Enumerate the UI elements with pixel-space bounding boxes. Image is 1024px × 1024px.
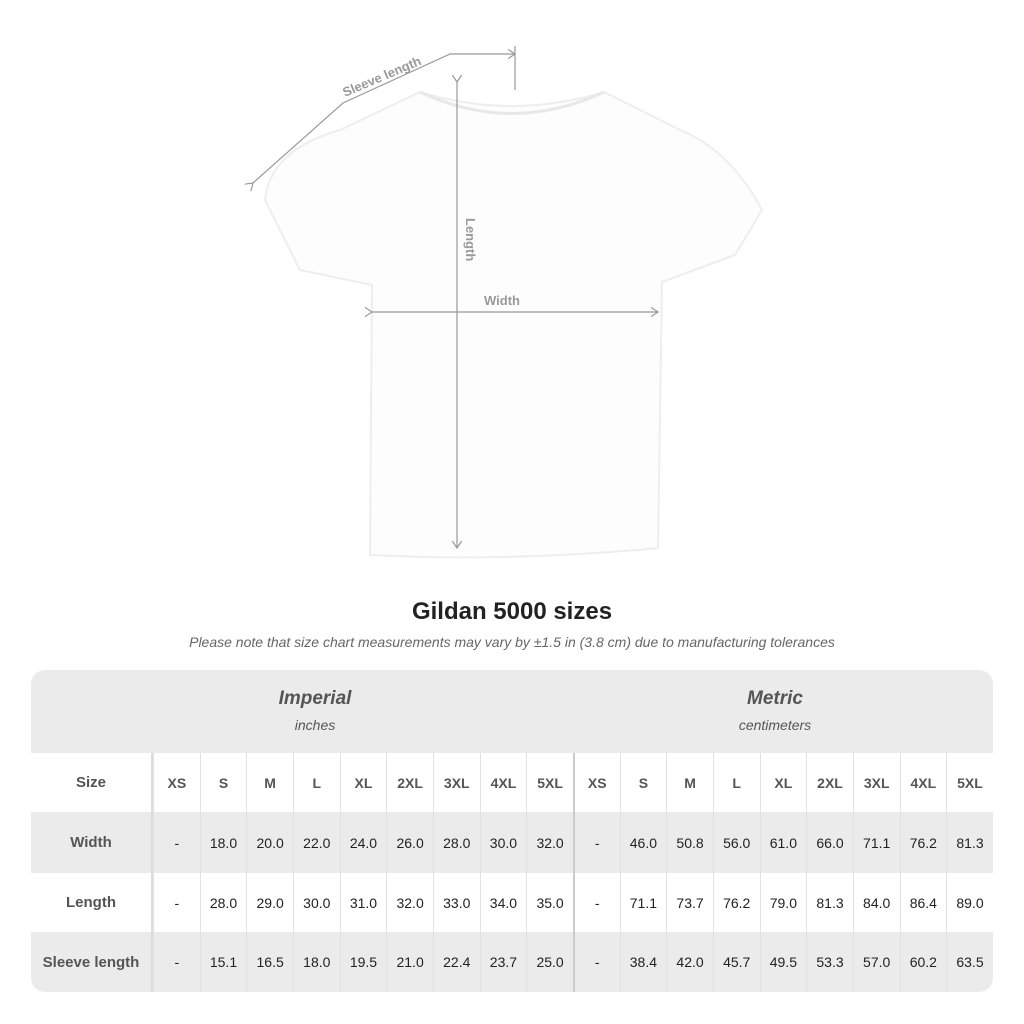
table-cell: 16.5 bbox=[246, 932, 293, 992]
table-cell: 56.0 bbox=[712, 812, 760, 873]
table-cell: 26.0 bbox=[386, 812, 433, 873]
table-cell: 2XL bbox=[806, 753, 853, 812]
table-cell: L bbox=[292, 753, 340, 812]
table-cell: 33.0 bbox=[432, 873, 480, 932]
table-cell: - bbox=[153, 932, 200, 992]
tshirt-diagram: Sleeve length Length Width bbox=[0, 46, 764, 559]
table-cell: 29.0 bbox=[246, 873, 293, 932]
table-cell: 89.0 bbox=[946, 873, 993, 932]
width-label: Width bbox=[484, 293, 520, 308]
table-cell: 73.7 bbox=[666, 873, 713, 932]
page-title: Gildan 5000 sizes bbox=[411, 598, 613, 625]
table-cell: 32.0 bbox=[386, 873, 433, 932]
table-cell: S bbox=[619, 753, 667, 812]
row-label: Sleeve length bbox=[31, 932, 153, 992]
unit-header: Imperial inches Metric centimeters bbox=[31, 670, 993, 753]
table-row: Width -18.0 20.0 22.0 24.0 26.0 28.0 30.0 32.0-4… bbox=[31, 812, 993, 873]
table-cell: 38.4 bbox=[619, 932, 667, 992]
table-cell: 81.3 bbox=[806, 873, 853, 932]
table-cell: 86.4 bbox=[899, 873, 947, 932]
table-cell: 21.0 bbox=[386, 932, 433, 992]
table-cell: 4XL bbox=[899, 753, 947, 812]
row-label: Width bbox=[31, 812, 153, 873]
table-cell: 84.0 bbox=[852, 873, 900, 932]
table-cell: 45.7 bbox=[712, 932, 760, 992]
table-cell: XS bbox=[153, 753, 200, 812]
table-cell: XL bbox=[759, 753, 807, 812]
table-cell: 3XL bbox=[432, 753, 480, 812]
table-cell: 35.0 bbox=[526, 873, 573, 932]
table-cell: M bbox=[246, 753, 293, 812]
table-cell: 49.5 bbox=[759, 932, 807, 992]
table-cell: 18.0 bbox=[292, 932, 340, 992]
table-cell: 63.5 bbox=[946, 932, 993, 992]
row-label: Size bbox=[31, 753, 153, 812]
table-cell: - bbox=[153, 873, 200, 932]
table-cell: - bbox=[572, 873, 620, 932]
table-cell: 42.0 bbox=[666, 932, 713, 992]
table-cell: 18.0 bbox=[199, 812, 247, 873]
metric-unit: centimeters bbox=[738, 717, 812, 733]
table-cell: 46.0 bbox=[619, 812, 667, 873]
tolerance-note: Please note that size chart measurements… bbox=[189, 634, 835, 650]
table-row: Sleeve length -15.1 16.5 18.0 19.5 21.0 22.4 23… bbox=[31, 932, 993, 992]
table-cell: 20.0 bbox=[246, 812, 293, 873]
table-cell: 23.7 bbox=[479, 932, 527, 992]
table-cell: 60.2 bbox=[899, 932, 947, 992]
imperial-heading: Imperial bbox=[278, 688, 352, 709]
sleeve-length-label: Sleeve length bbox=[340, 53, 423, 100]
table-cell: 25.0 bbox=[526, 932, 573, 992]
table-cell: - bbox=[572, 932, 620, 992]
table-cell: 61.0 bbox=[759, 812, 807, 873]
table-cell: 32.0 bbox=[526, 812, 573, 873]
table-cell: 28.0 bbox=[432, 812, 480, 873]
table-cell: 79.0 bbox=[759, 873, 807, 932]
metric-heading: Metric bbox=[747, 688, 803, 709]
table-cell: 50.8 bbox=[666, 812, 713, 873]
table-cell: 76.2 bbox=[899, 812, 947, 873]
table-cell: S bbox=[199, 753, 247, 812]
table-cell: 34.0 bbox=[479, 873, 527, 932]
table-cell: 66.0 bbox=[806, 812, 853, 873]
table-cell: 4XL bbox=[479, 753, 527, 812]
table-cell: - bbox=[572, 812, 620, 873]
table-cell: 81.3 bbox=[946, 812, 993, 873]
table-cell: XL bbox=[339, 753, 387, 812]
table-cell: 2XL bbox=[386, 753, 433, 812]
table-cell: 3XL bbox=[852, 753, 900, 812]
table-cell: 76.2 bbox=[712, 873, 760, 932]
table-cell: 15.1 bbox=[199, 932, 247, 992]
table-cell: 22.0 bbox=[292, 812, 340, 873]
table-cell: 30.0 bbox=[479, 812, 527, 873]
table-cell: L bbox=[712, 753, 760, 812]
table-row: Length -28.0 29.0 30.0 31.0 32.0 33.0 34.0 35.0-… bbox=[31, 873, 993, 932]
table-cell: 31.0 bbox=[339, 873, 387, 932]
table-cell: 57.0 bbox=[852, 932, 900, 992]
imperial-unit: inches bbox=[294, 717, 336, 733]
size-header-row: Size XS S M L XL 2XL 3XL 4XL 5XL XS S M L XL 2XL 3XL 4XL 5… bbox=[31, 753, 993, 812]
table-cell: XS bbox=[572, 753, 620, 812]
table-cell: 30.0 bbox=[292, 873, 340, 932]
table-cell: 71.1 bbox=[852, 812, 900, 873]
table-cell: 5XL bbox=[946, 753, 993, 812]
table-cell: 71.1 bbox=[619, 873, 667, 932]
tshirt-shape bbox=[263, 90, 764, 559]
table-cell: 22.4 bbox=[432, 932, 480, 992]
size-table: Imperial inches Metric centimeters Size XS S… bbox=[31, 670, 993, 992]
table-cell: 5XL bbox=[526, 753, 573, 812]
table-cell: 53.3 bbox=[806, 932, 853, 992]
table-cell: 24.0 bbox=[339, 812, 387, 873]
row-label: Length bbox=[31, 873, 153, 932]
table-cell: - bbox=[153, 812, 200, 873]
table-cell: 28.0 bbox=[199, 873, 247, 932]
length-label: Length bbox=[463, 218, 478, 261]
sleeve-measure-line bbox=[253, 54, 515, 183]
table-cell: 19.5 bbox=[339, 932, 387, 992]
table-cell: M bbox=[666, 753, 713, 812]
